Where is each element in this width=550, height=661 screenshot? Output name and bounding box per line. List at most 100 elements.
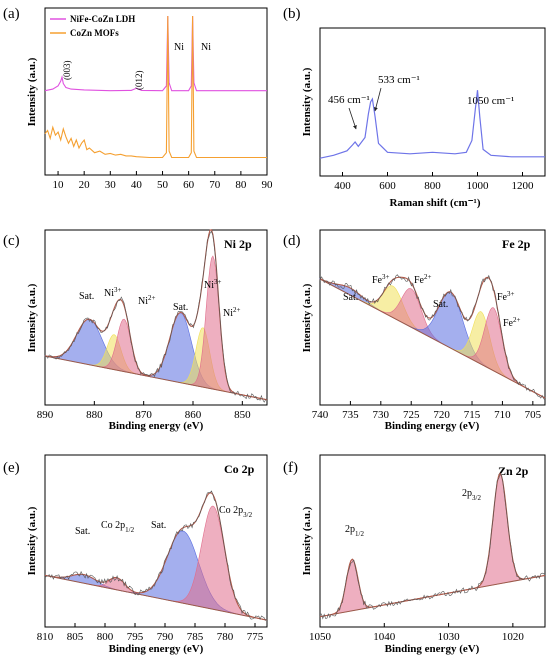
panel-f-peak-label-0: 2p1/2 [345, 524, 364, 538]
panel-a-xtick-label: 80 [235, 179, 247, 191]
panel-c-xtick-label: 850 [234, 409, 251, 421]
panel-b-xtick-label: 1000 [467, 180, 490, 192]
panel-b-annotations: 456 cm⁻¹ 533 cm⁻¹ 1050 cm⁻¹ [328, 74, 514, 130]
legend-label-ldh: NiFe-CoZn LDH [70, 14, 135, 24]
annotation-456: 456 cm⁻¹ [328, 94, 370, 106]
panel-a-xtick-label: 20 [79, 179, 91, 191]
panel-c-peak-label-1: Ni3+ [104, 286, 122, 299]
panel-e-xtick-label: 775 [247, 631, 264, 643]
panel-c-raw-data [44, 230, 268, 403]
panel-b: (b) 456 cm⁻¹ 533 cm⁻¹ 1050 cm⁻¹ Intensit… [283, 6, 546, 209]
panel-e-peak-label-3: Co 2p3/2 [219, 505, 253, 519]
panel-d-xtick-label: 710 [494, 409, 511, 421]
panel-f-peak-label-1: 2p3/2 [462, 488, 481, 502]
panel-a-series [44, 15, 267, 159]
panel-d-label: (d) [283, 233, 301, 249]
panel-d-title: Fe 2p [502, 237, 531, 251]
panel-c-peak-label-4: Ni3+ [204, 278, 222, 291]
panel-a-xtick-label: 70 [209, 179, 221, 191]
panel-b-xtick-label: 600 [379, 180, 396, 192]
panel-b-xticks: 400 600 800 1000 1200 [334, 172, 534, 192]
panel-d-peak-label-2: Fe2+ [414, 273, 432, 286]
panel-a-annotations: (003) (012) Ni Ni [62, 42, 211, 90]
panel-e-xtick-label: 790 [157, 631, 174, 643]
panel-f-plot: 2p1/2 2p3/2 [319, 472, 546, 620]
panel-c-plot: Sat. Ni3+ Ni2+ Sat. Ni3+ Ni2+ [44, 229, 268, 403]
panel-f-xtick-label: 1020 [502, 631, 525, 643]
panel-f-component-1 [470, 473, 530, 590]
panel-e-xticks: 810 805 800 795 790 785 780 775 [37, 623, 264, 643]
panel-e-xtick-label: 785 [187, 631, 204, 643]
panel-b-ylabel: Intensity (a.u.) [301, 67, 313, 136]
panel-a-xtick-label: 40 [131, 179, 143, 191]
panel-e-peak-label-2: Sat. [151, 520, 166, 531]
panel-c-peak-label-0: Sat. [79, 291, 94, 302]
panel-a-xtick-label: 60 [183, 179, 195, 191]
panel-f: (f) Zn 2p 2p1/2 2p3/2 Intensity (a.u.) 10… [283, 454, 546, 655]
annotation-ni-2: Ni [201, 42, 211, 53]
panel-e-label: (e) [3, 460, 20, 476]
panel-e-xlabel: Binding energy (eV) [109, 643, 204, 655]
annotation-ni-1: Ni [174, 42, 184, 53]
panel-a-frame [44, 7, 268, 176]
panel-d-xlabel: Binding energy (eV) [385, 420, 480, 432]
panel-c-peak-label-3: Sat. [173, 302, 188, 313]
panel-e-xtick-label: 805 [67, 631, 84, 643]
panel-e-xtick-label: 810 [37, 631, 54, 643]
panel-a-label: (a) [3, 6, 20, 22]
panel-a-xtick-label: 10 [53, 179, 65, 191]
panel-a: (a) NiFe-CoZn LDH CoZn MOFs (003) (012) … [3, 6, 273, 191]
panel-b-xtick-label: 1200 [512, 180, 535, 192]
panel-d-xtick-label: 715 [464, 409, 481, 421]
panel-f-label: (f) [283, 460, 298, 476]
panel-d-xticks: 740 735 730 725 720 715 710 705 [312, 401, 542, 421]
panel-c-label: (c) [3, 233, 20, 249]
panel-d-peak-label-5: Fe2+ [503, 316, 521, 329]
panel-b-xtick-label: 800 [424, 180, 441, 192]
panel-e-plot: Sat. Co 2p1/2 Sat. Co 2p3/2 [44, 490, 268, 621]
panel-e-raw-data [44, 490, 268, 621]
annotation-1050: 1050 cm⁻¹ [467, 95, 514, 107]
raman-spectrum-line [319, 90, 545, 159]
panel-d-xtick-label: 720 [433, 409, 450, 421]
annotation-003: (003) [62, 61, 72, 81]
panel-c: (c) Ni 2p Sat. Ni3+ Ni2+ Sat. Ni3+ Ni2+ Inten… [3, 229, 268, 432]
panel-a-legend: NiFe-CoZn LDH CoZn MOFs [50, 14, 135, 38]
annotation-012: (012) [134, 71, 144, 91]
panel-d-xtick-label: 725 [403, 409, 420, 421]
panel-c-xtick-label: 860 [185, 409, 202, 421]
panel-d-peak-label-1: Fe3+ [372, 273, 390, 286]
panel-c-xtick-label: 890 [37, 409, 54, 421]
panel-e-ylabel: Intensity (a.u.) [26, 506, 38, 575]
panel-f-xticks: 1050 1040 1030 1020 [309, 623, 524, 643]
panel-a-xtick-label: 90 [262, 179, 274, 191]
panel-f-ylabel: Intensity (a.u.) [301, 506, 313, 575]
panel-f-xtick-label: 1030 [438, 631, 461, 643]
panel-d-raw-data [319, 274, 546, 401]
panel-d-xtick-label: 740 [312, 409, 329, 421]
panel-f-title: Zn 2p [498, 464, 529, 478]
panel-c-xtick-label: 870 [135, 409, 152, 421]
panel-c-xlabel: Binding energy (eV) [109, 420, 204, 432]
panel-d: (d) Fe 2p Sat. Fe3+ Fe2+ Sat. Fe3+ Fe2+ Inten… [283, 229, 546, 432]
panel-a-xtick-label: 30 [105, 179, 117, 191]
panel-d-plot: Sat. Fe3+ Fe2+ Sat. Fe3+ Fe2+ [319, 273, 546, 401]
panel-d-baseline [319, 278, 546, 399]
panel-c-xticks: 890 880 870 860 850 [37, 401, 251, 421]
arrow-456 [348, 107, 357, 130]
panel-d-peak-label-0: Sat. [343, 292, 358, 303]
panel-e: (e) Co 2p Sat. Co 2p1/2 Sat. Co 2p3/2 Inten… [3, 454, 268, 655]
panel-c-title: Ni 2p [224, 237, 252, 251]
panel-e-peak-label-0: Sat. [75, 526, 90, 537]
panel-d-xtick-label: 705 [525, 409, 542, 421]
panel-b-series [319, 90, 545, 159]
panel-a-xtick-label: 50 [157, 179, 169, 191]
panel-e-xtick-label: 800 [97, 631, 114, 643]
panel-b-xtick-label: 400 [334, 180, 351, 192]
panel-d-frame [319, 229, 546, 406]
panel-e-title: Co 2p [224, 462, 255, 476]
panel-b-label: (b) [283, 6, 301, 22]
panel-e-xtick-label: 780 [217, 631, 234, 643]
panel-f-xlabel: Binding energy (eV) [385, 643, 480, 655]
panel-f-xtick-label: 1050 [309, 631, 332, 643]
